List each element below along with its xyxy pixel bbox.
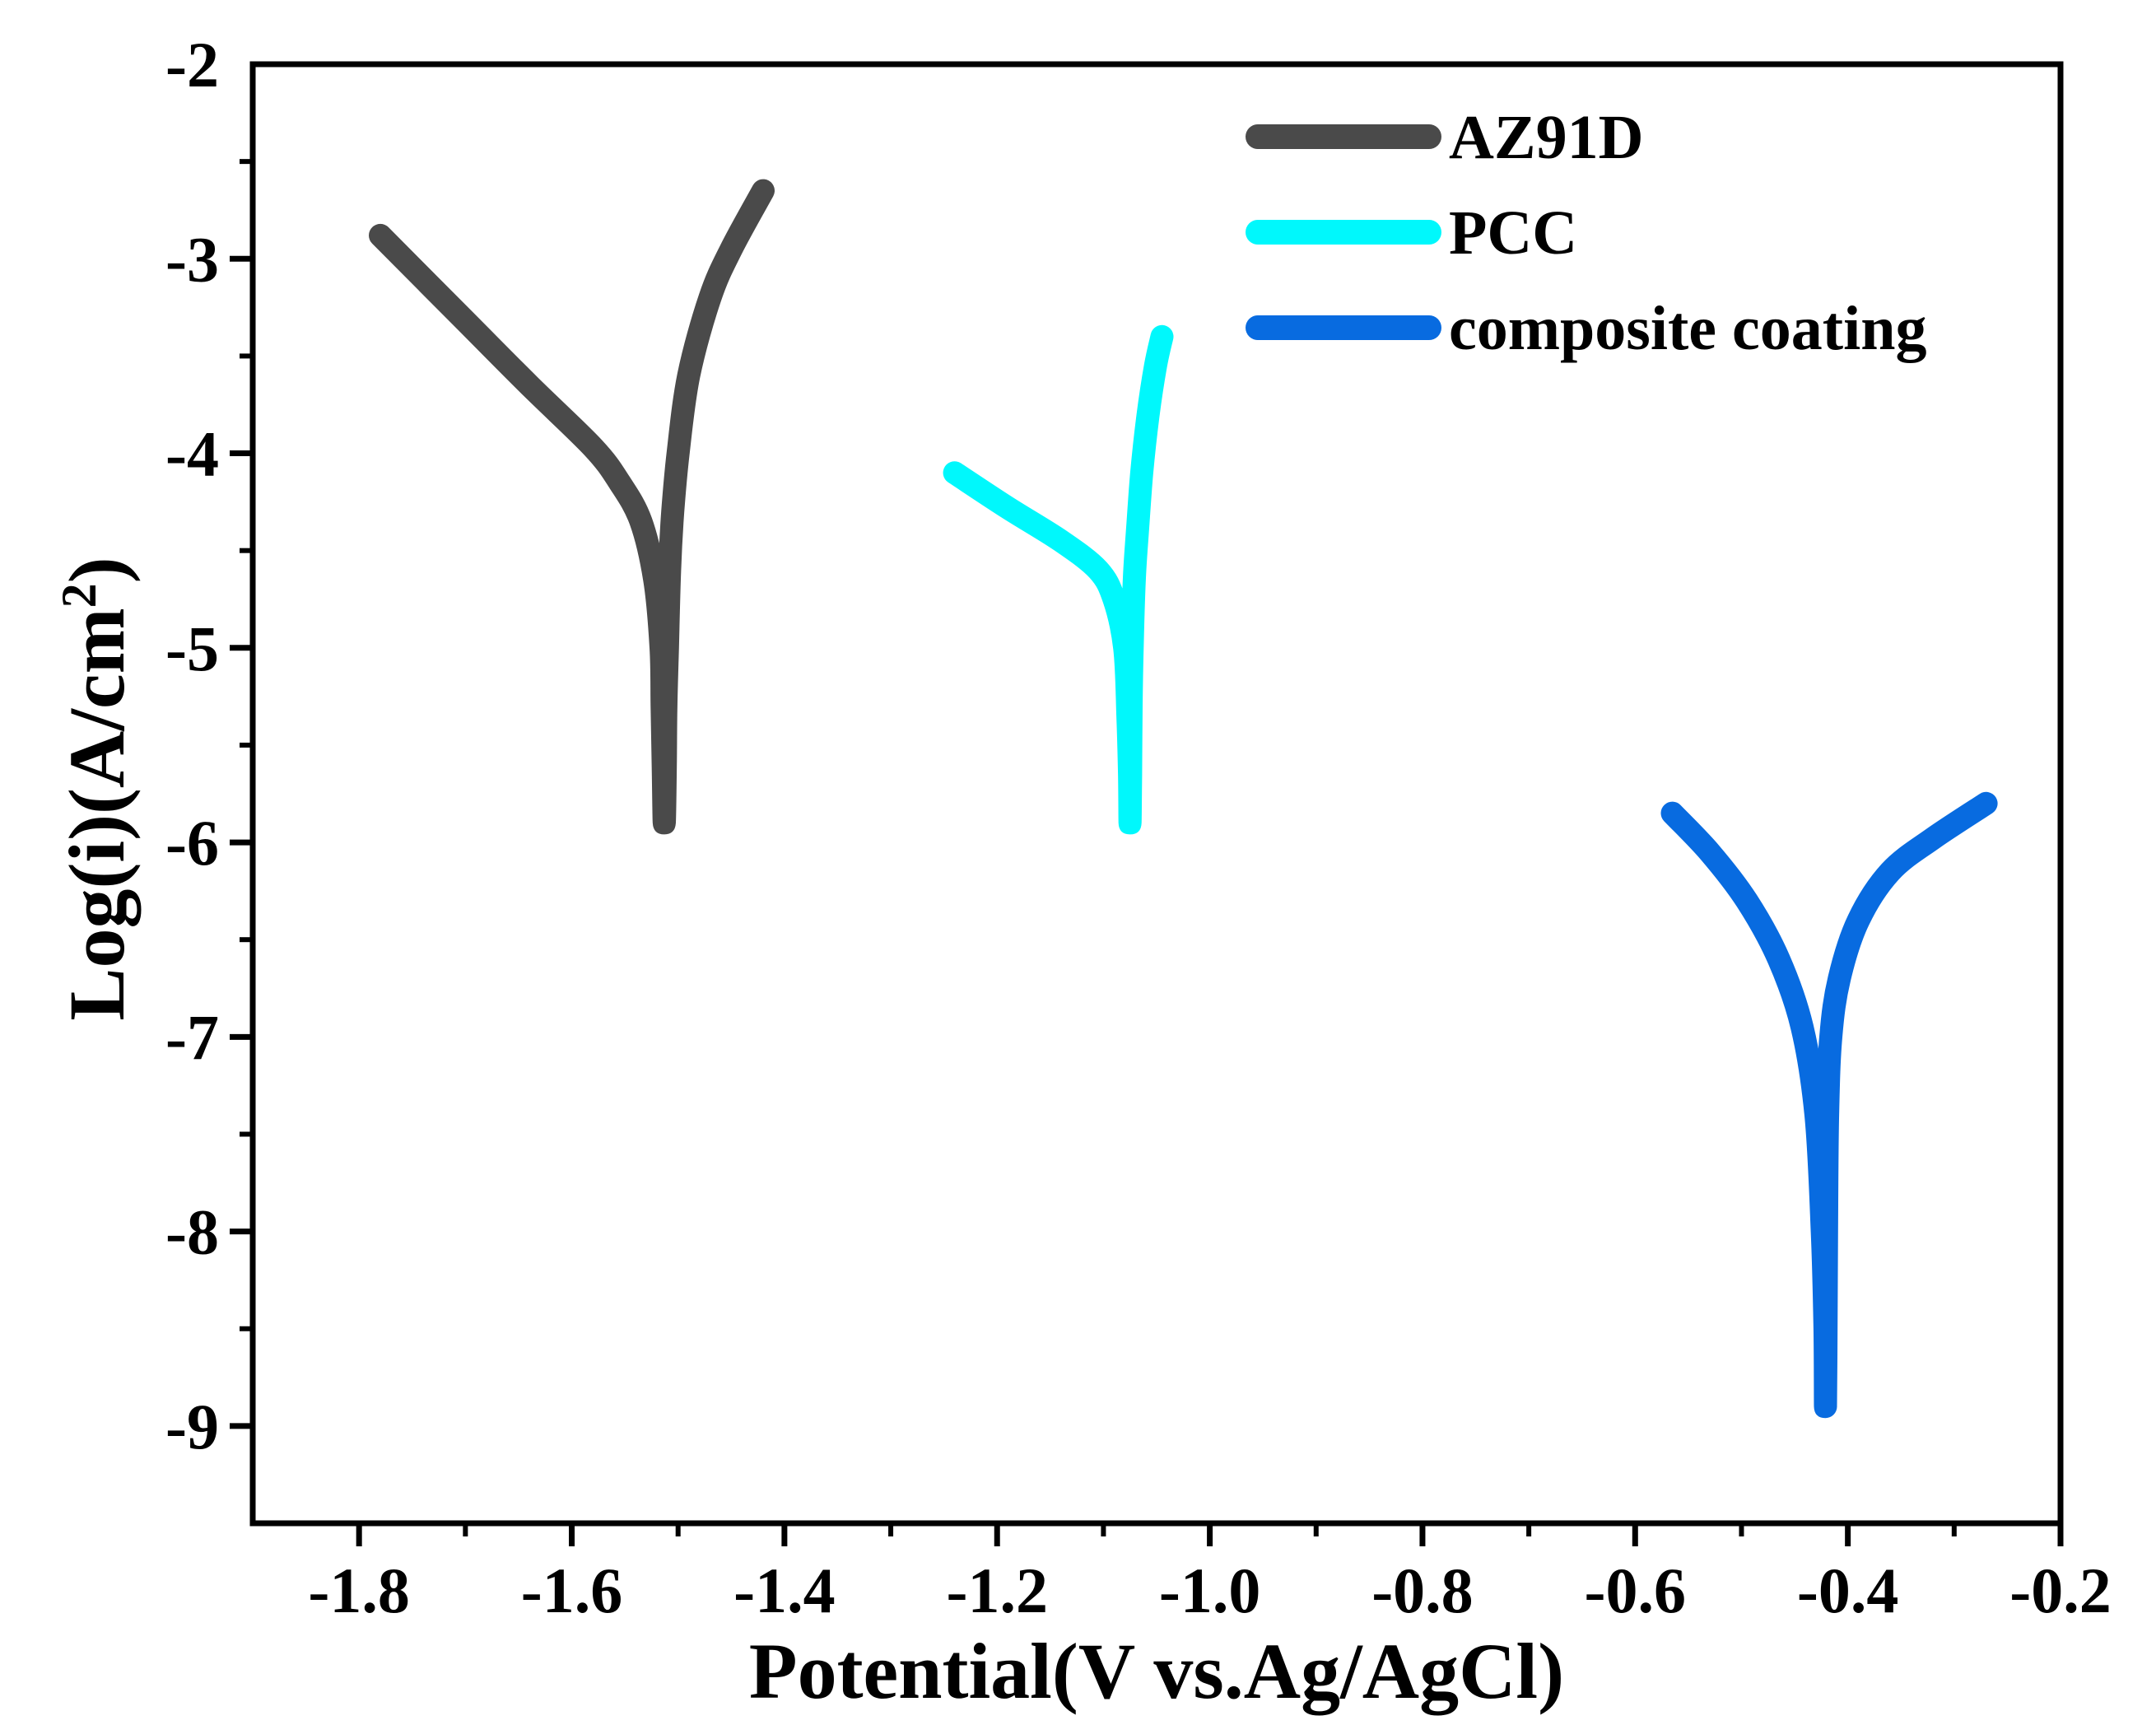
y-tick-label: -5 (165, 613, 219, 684)
legend-label-az91d: AZ91D (1449, 103, 1643, 172)
y-tick-label: -7 (165, 1001, 219, 1073)
y-tick-label: -8 (165, 1196, 219, 1268)
y-axis-title-main: Log(i)(A/cm (53, 608, 141, 1020)
legend-label-composite-coating: composite coating (1449, 294, 1926, 363)
y-axis-title: Log(i)(A/cm2) (52, 557, 141, 1020)
x-tick-label: -0.2 (2009, 1555, 2111, 1626)
legend-label-pcc: PCC (1449, 198, 1577, 268)
x-tick-label: -1.6 (521, 1555, 622, 1626)
series-line-composite-coating (1660, 791, 1998, 1419)
y-axis: -2 -3 -4 -5 -6 -7 -8 -9 (165, 29, 253, 1462)
plot-frame (249, 61, 2064, 1527)
x-axis: -1.8 -1.6 -1.4 -1.2 -1.0 -0.8 -0.6 -0.4 -0.2 (308, 1523, 2112, 1626)
x-tick-label: -1.2 (946, 1555, 1047, 1626)
y-tick-label: -2 (165, 29, 219, 100)
x-tick-label: -0.6 (1585, 1555, 1686, 1626)
series-line-pcc (943, 324, 1174, 835)
legend: AZ91D PCC composite coating (1246, 103, 1926, 363)
series-line-az91d (369, 179, 775, 835)
y-axis-title-close: ) (53, 557, 141, 583)
y-tick-label: -6 (165, 807, 219, 879)
y-tick-label: -9 (165, 1391, 219, 1462)
x-tick-label: -1.8 (308, 1555, 409, 1626)
x-tick-label: -1.4 (733, 1555, 835, 1626)
y-tick-label: -3 (165, 223, 219, 295)
y-axis-title-sup: 2 (52, 583, 106, 608)
x-axis-title: Potential(V vs.Ag/AgCl) (749, 1627, 1564, 1715)
data-series-group (369, 179, 1998, 1419)
y-tick-label: -4 (165, 418, 219, 490)
x-tick-label: -0.4 (1797, 1555, 1898, 1626)
x-tick-label: -1.0 (1159, 1555, 1260, 1626)
x-tick-label: -0.8 (1371, 1555, 1473, 1626)
